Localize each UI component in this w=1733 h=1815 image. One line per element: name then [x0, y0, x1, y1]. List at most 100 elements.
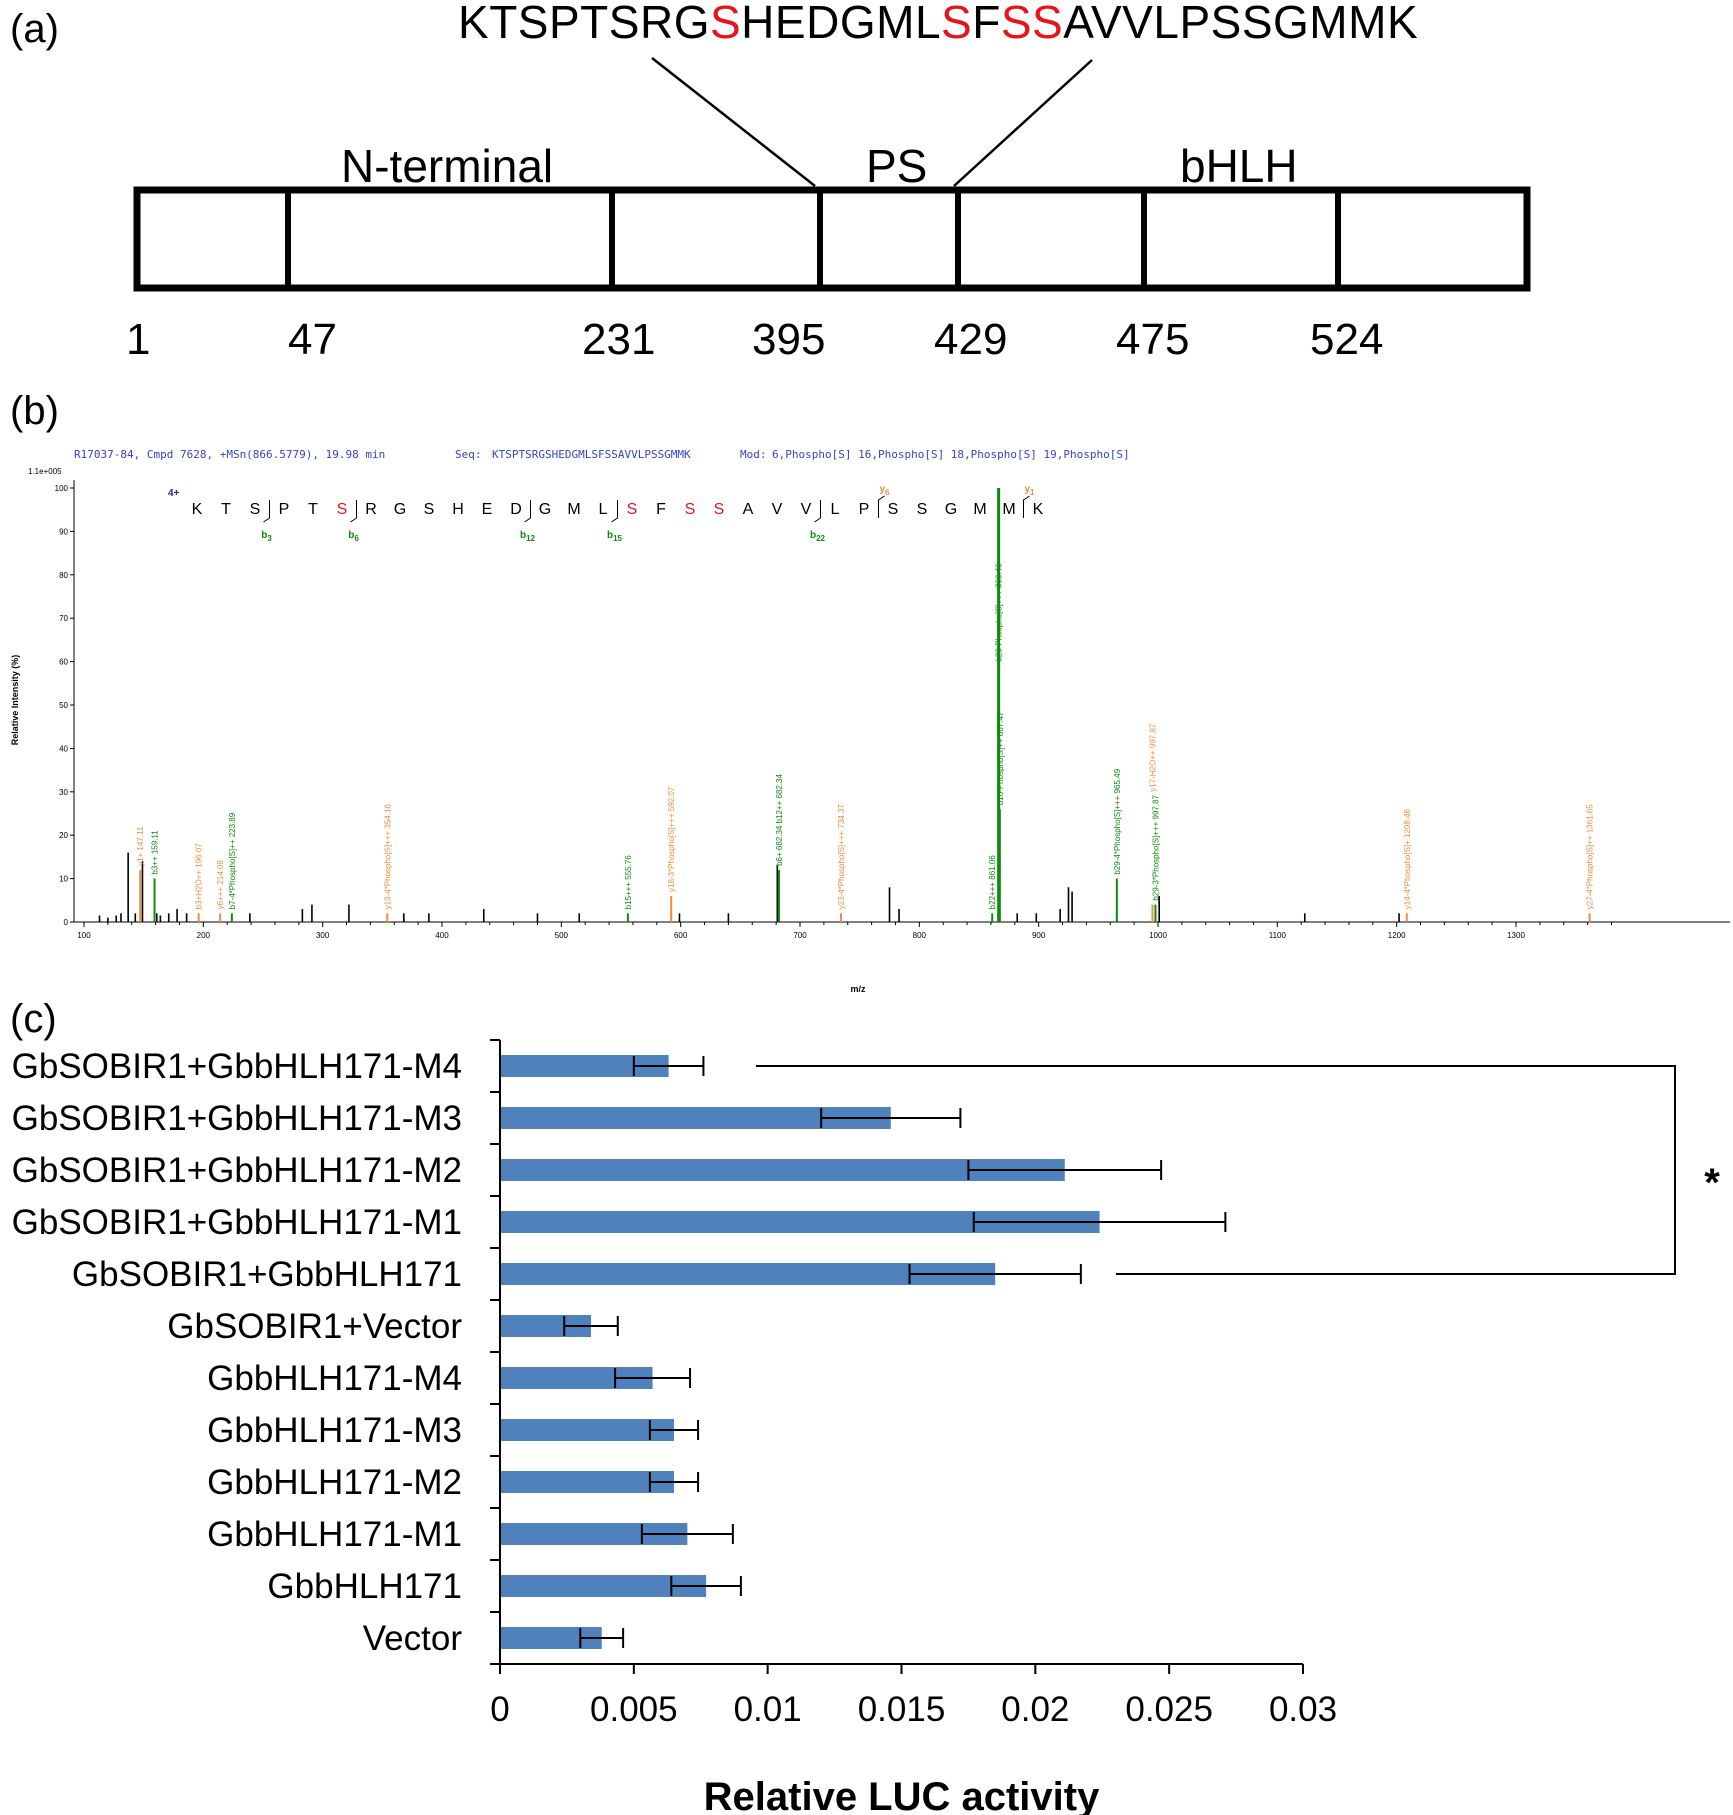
ms-peptide-residue: S: [627, 501, 638, 518]
bar-x-tick-label: 0.015: [858, 1690, 946, 1729]
ms-b-fragment-label: b6: [348, 530, 359, 543]
phospho-residue: S: [710, 0, 741, 48]
residue: L: [915, 0, 941, 48]
ms-b-fragment-label: b22: [810, 530, 826, 543]
residue: G: [840, 0, 876, 48]
bar: [501, 1471, 674, 1493]
ms-x-tick-label: 100: [77, 931, 91, 940]
ms-peptide-residue: V: [772, 501, 783, 518]
residue: M: [876, 0, 915, 48]
ms-x-tick-label: 1100: [1269, 931, 1287, 940]
ms-header-mod: 6,Phospho[S] 16,Phospho[S] 18,Phospho[S]…: [772, 448, 1130, 461]
ms-y-tick-label: 40: [59, 744, 68, 753]
ms-peptide-residue: P: [279, 501, 290, 518]
ms-y-fragment-mark: [878, 495, 885, 518]
phospho-residue: S: [1001, 0, 1032, 48]
bar-category-label: GbSOBIR1+GbbHLH171-M3: [12, 1099, 462, 1138]
ms-peak-label: b16-Phospho[S]++ 867.47: [996, 711, 1005, 805]
ms-peak-label: y17-H2O++ 997.87: [1148, 723, 1157, 792]
ms-header-seq: KTSPTSRGSHEDGMLSFSSAVVLPSSGMMK: [492, 448, 691, 461]
ms-y-fragment-label: y1: [1024, 484, 1035, 497]
bar: [501, 1627, 602, 1649]
position-label: 395: [752, 315, 825, 364]
bar-category-label: GbSOBIR1+GbbHLH171-M1: [12, 1203, 462, 1242]
ms-y-tick-label: 100: [55, 484, 69, 493]
ms-y-fragment-label: y6: [879, 484, 890, 497]
ms-peptide-residue: T: [308, 501, 318, 518]
ms-peak-label: y1+ 147.11: [136, 826, 145, 866]
residue: S: [609, 0, 640, 48]
ms-ylabel: Relative Intensity (%): [10, 655, 20, 746]
residue: M: [1348, 0, 1387, 48]
ms-y-tick-label: 80: [59, 571, 68, 580]
ms-peptide-residue: L: [599, 501, 608, 518]
bar: [501, 1159, 1065, 1181]
ms-peak-label: b3++ 159.11: [151, 830, 160, 875]
ms-peptide-residue: G: [539, 501, 551, 518]
ms-b-fragment-mark: [814, 500, 821, 523]
ms-peptide-residue: R: [365, 501, 377, 518]
bar-x-tick-label: 0.03: [1269, 1690, 1337, 1729]
ms-peptide-residue: S: [424, 501, 435, 518]
significance-mark: *: [1704, 1161, 1720, 1205]
residue: P: [549, 0, 580, 48]
bar-x-tick-label: 0.02: [1001, 1690, 1069, 1729]
bar-x-tick-label: 0: [490, 1690, 509, 1729]
ms-charge: 4+: [168, 488, 180, 499]
bar-category-label: GbbHLH171-M3: [207, 1411, 462, 1450]
callout-line-left: [651, 57, 816, 187]
domain-label-bhlh: bHLH: [1180, 140, 1298, 192]
ms-peptide-residue: V: [801, 501, 812, 518]
ms-peptide-residue: A: [743, 501, 754, 518]
ms-b-fragment-label: b15: [607, 530, 623, 543]
ms-peptide-residue: S: [337, 501, 348, 518]
panel-c-label: (c): [10, 997, 57, 1041]
ms-header-seq-label: Seq:: [455, 448, 482, 461]
ms-y-tick-label: 10: [59, 875, 68, 884]
bar-x-tick-label: 0.01: [734, 1690, 802, 1729]
bar-category-label: GbSOBIR1+GbbHLH171-M2: [12, 1151, 462, 1190]
ms-x-tick-label: 500: [555, 931, 569, 940]
panel-c: (c) 0 0.005 0.01 0.015 0.02 0.025 0.03 GbSOBIR1…: [10, 997, 1720, 1815]
ms-peptide-annotation: K T S P T S R G S H E D G M L S F S S A V V L P S S G M M Kb3 b6 b12 b15…: [192, 484, 1044, 543]
bar: [501, 1107, 891, 1129]
ms-peptide-residue: M: [567, 501, 580, 518]
ms-peak-label: y13-4*Phospho[S]+++ 354.16: [383, 804, 392, 910]
ms-x-ticks: 100 200 300 400 500 600 700 800 900 1000 1100 1200 1…: [77, 922, 1612, 940]
ms-peptide-residue: D: [510, 501, 522, 518]
bar: [501, 1055, 669, 1077]
ms-x-tick-label: 200: [197, 931, 211, 940]
ms-peptide-residue: K: [192, 501, 203, 518]
ms-peak-label: y14-4*Phospho[S]+ 1208.46: [1403, 808, 1412, 909]
ms-max-intensity: 1.1e+005: [28, 467, 62, 476]
bar: [501, 1263, 996, 1285]
ms-header: R17037-84, Cmpd 7628, +MSn(866.5779), 19…: [74, 448, 1130, 461]
ms-peptide-residue: S: [685, 501, 696, 518]
ms-peptide-residue: M: [1002, 501, 1015, 518]
domain-label-n-terminal: N-terminal: [341, 140, 553, 192]
bar-x-tick-label: 0.025: [1125, 1690, 1213, 1729]
ms-b-fragment-mark: [263, 500, 270, 523]
ms-y-tick-label: 20: [59, 831, 68, 840]
callout-line-right: [953, 59, 1093, 187]
ms-y-tick-label: 70: [59, 614, 68, 623]
ms-y-tick-label: 60: [59, 658, 68, 667]
residue: H: [741, 0, 775, 48]
ms-peptide-residue: L: [831, 501, 840, 518]
bar: [501, 1523, 688, 1545]
ms-peptide-residue: E: [482, 501, 493, 518]
ms-peak-label: b7-4*Phospho[S]++ 223.89: [228, 812, 237, 909]
ms-b-fragment-mark: [611, 500, 618, 523]
ms-x-tick-label: 300: [316, 931, 330, 940]
bar: [501, 1575, 707, 1597]
ms-b-fragment-mark: [350, 500, 357, 523]
ms-xlabel: m/z: [850, 984, 866, 994]
ms-y-tick-label: 90: [59, 527, 68, 536]
residue: A: [1063, 0, 1094, 48]
bar-category-label: GbSOBIR1+GbbHLH171: [72, 1255, 462, 1294]
position-label: 1: [126, 315, 150, 364]
ms-b-fragment-mark: [524, 500, 531, 523]
panel-a-label: (a): [10, 7, 59, 51]
ms-x-tick-label: 1000: [1149, 931, 1167, 940]
